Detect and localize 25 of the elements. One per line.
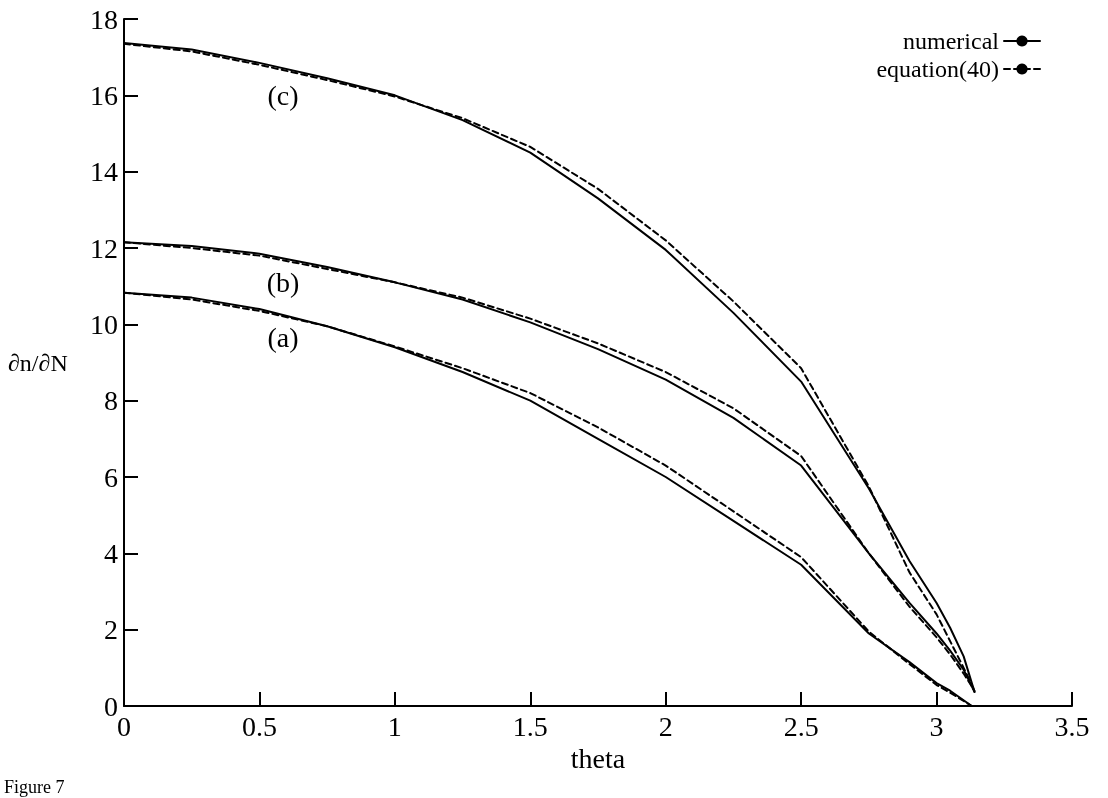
legend-label: numerical — [903, 28, 1000, 54]
y-tick-label: 2 — [104, 614, 118, 646]
y-tick-label: 6 — [104, 461, 118, 493]
x-tick-label: 2 — [658, 710, 673, 742]
annotation: (b) — [266, 266, 300, 298]
y-tick-label: 4 — [104, 537, 118, 569]
x-tick-label: 0.5 — [241, 710, 277, 742]
y-tick-label: 14 — [90, 156, 118, 188]
caption: Figure 7 — [4, 777, 65, 797]
y-tick-label: 8 — [104, 385, 118, 417]
x-tick-label: 2.5 — [783, 710, 819, 742]
x-tick-label: 3 — [929, 710, 944, 742]
x-axis-title: theta — [570, 743, 626, 775]
x-tick-label: 3.5 — [1054, 710, 1090, 742]
x-tick-label: 1 — [387, 710, 402, 742]
y-tick-label: 0 — [104, 690, 118, 722]
y-tick-label: 18 — [90, 3, 118, 35]
y-tick-label: 16 — [90, 79, 118, 111]
annotation: (c) — [267, 79, 299, 111]
annotation: (a) — [267, 321, 299, 353]
y-tick-label: 10 — [90, 308, 118, 340]
y-tick-label: 12 — [90, 232, 118, 264]
legend-label: equation(40) — [876, 56, 999, 82]
y-axis-title: ∂n/∂N — [8, 349, 68, 376]
x-tick-label: 1.5 — [512, 710, 548, 742]
